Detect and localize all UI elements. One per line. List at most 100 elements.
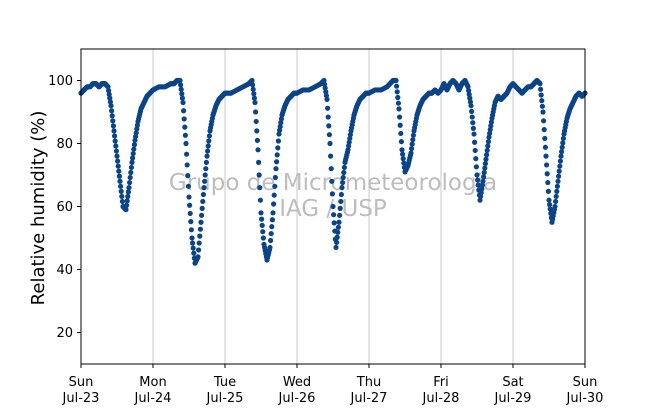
y-axis-label: Relative humidity (%) <box>28 111 49 306</box>
data-point <box>257 185 263 191</box>
data-point <box>539 103 546 109</box>
data-point <box>112 138 118 144</box>
data-point <box>268 230 274 237</box>
x-tick-label-day: Tue <box>213 375 236 390</box>
data-point <box>556 168 562 174</box>
data-point <box>540 109 546 115</box>
data-point <box>253 109 259 115</box>
data-point <box>128 169 134 176</box>
data-point <box>401 160 407 166</box>
x-tick-label-date: Jul-23 <box>62 391 100 406</box>
data-point <box>126 185 132 191</box>
data-point <box>270 210 276 216</box>
data-point <box>394 89 400 95</box>
data-point <box>196 240 202 246</box>
data-point <box>271 201 277 207</box>
data-point <box>473 156 479 162</box>
data-point <box>410 132 416 138</box>
y-tick-label: 60 <box>56 200 73 215</box>
data-point <box>114 153 120 159</box>
data-point <box>258 210 264 216</box>
data-point <box>399 147 405 153</box>
data-point <box>182 132 188 138</box>
data-point <box>481 169 487 176</box>
data-point <box>259 222 265 228</box>
data-point <box>339 185 345 191</box>
data-point <box>398 130 404 137</box>
data-point <box>541 118 547 124</box>
data-point <box>187 202 193 208</box>
data-point <box>250 82 256 88</box>
data-point <box>338 191 344 198</box>
data-point <box>115 163 121 169</box>
data-point <box>204 153 210 159</box>
data-point <box>200 198 206 205</box>
data-point <box>251 91 257 97</box>
x-tick-label-day: Fri <box>433 375 449 390</box>
data-point <box>179 91 185 97</box>
y-axis: 20 40 60 80 100 <box>48 74 81 341</box>
data-point <box>484 147 490 154</box>
data-point <box>131 142 137 148</box>
data-point <box>325 105 331 111</box>
data-point <box>113 143 119 149</box>
data-point <box>341 164 347 171</box>
data-point <box>181 116 187 122</box>
data-point <box>341 169 347 176</box>
data-point <box>196 247 202 253</box>
data-point <box>111 128 117 134</box>
data-point <box>259 216 265 222</box>
data-point <box>269 217 275 223</box>
data-point <box>480 178 486 184</box>
data-point <box>482 165 488 171</box>
data-point <box>469 114 475 120</box>
x-axis: SunJul-23MonJul-24TueJul-25WedJul-26ThuJ… <box>62 364 603 406</box>
y-tick-label: 20 <box>56 326 73 341</box>
data-point <box>395 94 401 101</box>
data-point <box>546 197 552 203</box>
data-point <box>327 140 333 147</box>
data-point <box>206 133 212 139</box>
data-point <box>273 166 279 172</box>
data-point <box>554 188 560 194</box>
y-tick-label: 100 <box>48 74 73 89</box>
data-point <box>275 138 281 144</box>
data-point <box>201 185 207 191</box>
data-point <box>178 82 184 88</box>
data-point <box>326 123 332 129</box>
data-point <box>469 108 475 114</box>
data-point <box>538 92 544 98</box>
data-point <box>257 197 263 203</box>
data-point <box>116 173 122 179</box>
data-point <box>475 182 481 188</box>
data-point <box>471 131 477 137</box>
data-point <box>559 144 565 150</box>
data-point <box>547 202 553 208</box>
data-points <box>78 77 588 266</box>
data-point <box>335 224 341 230</box>
data-point <box>541 127 547 133</box>
data-point <box>128 164 134 171</box>
x-tick-label-day: Sat <box>502 375 523 390</box>
data-point <box>394 83 400 89</box>
data-point <box>338 198 344 205</box>
data-point <box>269 224 275 230</box>
data-point <box>557 158 564 164</box>
data-point <box>186 194 192 200</box>
data-point <box>130 155 136 161</box>
x-tick-label-date: Jul-26 <box>278 391 316 406</box>
x-tick-label-day: Sun <box>573 375 598 390</box>
data-point <box>108 103 114 109</box>
data-point <box>125 193 131 200</box>
data-point <box>337 212 343 218</box>
data-point <box>180 99 186 106</box>
data-point <box>544 162 550 168</box>
data-point <box>470 125 476 131</box>
data-point <box>185 183 191 189</box>
data-point <box>544 171 550 177</box>
data-point <box>202 172 208 178</box>
data-point <box>124 198 130 204</box>
data-point <box>198 219 204 225</box>
data-point <box>333 244 339 251</box>
